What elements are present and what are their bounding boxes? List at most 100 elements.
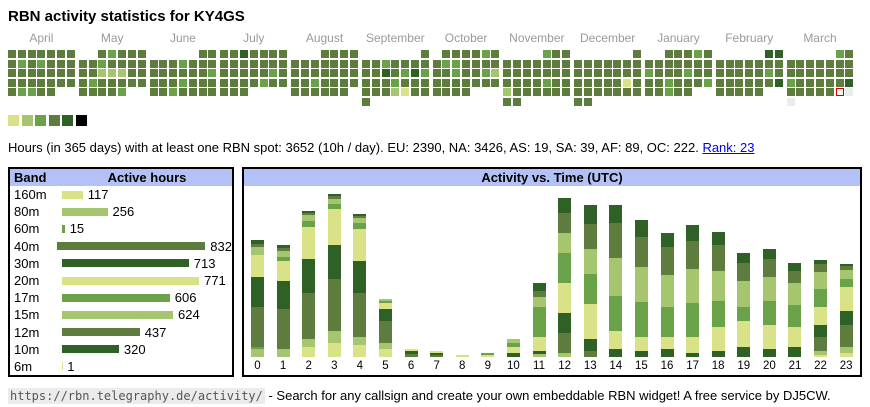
calendar-day-cell [462,88,471,96]
calendar-day-cell [806,69,815,77]
calendar-day-cell [835,50,844,58]
calendar-day-cell [371,88,380,96]
calendar-day-cell [796,69,805,77]
calendar-day-spacer [372,50,380,58]
time-chart-hour-label: 11 [533,360,545,373]
time-chart-bar-segment-17m [353,223,367,230]
time-chart-bar-segment-40m [302,293,316,340]
time-chart-bar-segment-10m [737,253,751,264]
time-chart-bar-segment-60m [251,347,264,350]
calendar-day-cell [291,69,300,77]
time-chart-bar-segment-20m [404,349,418,352]
calendar-day-spacer [574,50,582,58]
calendar-day-cell [320,78,329,87]
calendar-day-cell [149,88,158,96]
time-chart-bar-stack [481,353,495,358]
calendar-day-cell [361,59,370,68]
time-chart-bar-stack [686,225,700,358]
calendar-day-cell [542,50,551,58]
time-chart-bar-segment-30m [327,245,341,280]
calendar-day-cell [178,69,187,77]
time-chart-bar-segment-30m [634,351,648,358]
time-chart-bar-segment-15m [558,233,572,254]
calendar-day-cell [774,50,783,58]
calendar-day-cell [159,59,168,68]
time-chart-bar-segment-160m [378,349,392,358]
calendar-day-spacer [726,50,734,58]
time-chart-bar-segment-17m [762,301,776,326]
time-chart-bar-segment-30m [532,351,546,355]
time-chart-bar-segment-40m [430,355,444,358]
calendar-day-cell [108,78,117,87]
calendar-day-cell [623,88,632,96]
calendar-day-cell [78,88,87,96]
calendar-day-cell [735,78,744,87]
calendar-day-cell [178,59,187,68]
rank-link[interactable]: Rank: 23 [702,140,755,155]
calendar-day-cell [420,78,429,87]
time-chart-bar-segment-10m [302,211,316,214]
calendar-day-cell [208,59,217,68]
calendar-day-cell [127,78,136,87]
calendar-day-cell [584,59,593,68]
band-hours-value: 771 [204,273,226,289]
calendar-day-cell [633,78,642,87]
calendar-day-cell [513,78,522,87]
time-chart-bar-segment-40m [814,337,828,352]
calendar-day-cell [633,69,642,77]
calendar-day-cell [269,69,278,77]
calendar-day-cell [27,59,36,68]
calendar-day-cell [491,50,500,58]
time-chart-bar-stack [430,351,444,358]
time-chart-bar-segment-30m [302,259,316,294]
active-hours-column-header: Active hours [107,170,187,185]
band-label: 17m [14,290,40,306]
calendar-day-cell [249,78,258,87]
time-chart-bar-column: 1 [276,245,290,373]
calendar-day-cell [574,78,583,87]
calendar-day-spacer [523,50,531,58]
calendar-day-spacer [735,50,743,58]
time-chart-bar-segment-20m [481,355,495,358]
calendar-day-cell [198,69,207,77]
calendar-day-cell [230,69,239,77]
calendar-day-cell [279,69,288,77]
time-chart-bar-segment-30m [378,309,392,322]
time-chart-bar-stack [558,198,572,358]
time-chart-hour-label: 15 [635,360,648,373]
footer: https://rbn.telegraphy.de/activity/ - Se… [8,388,862,405]
time-chart-bar-segment-30m [251,277,264,308]
band-hours-value: 117 [87,187,109,203]
calendar-day-cell [117,69,126,77]
time-chart-bar-stack [634,220,648,358]
calendar-day-cell [98,50,107,58]
band-table-row: 80m 256 [10,203,232,220]
calendar-day-cell [420,69,429,77]
calendar-day-cell [340,50,349,58]
band-table-row: 40m 832 [10,238,232,255]
calendar-day-cell [452,59,461,68]
calendar-day-cell [391,69,400,77]
calendar-day-cell [764,59,773,68]
calendar-day-cell [320,88,329,96]
calendar-day-spacer [787,50,795,58]
time-chart-bar-segment-17m [302,221,316,228]
calendar-day-cell [755,59,763,68]
legend-swatch [21,115,33,126]
band-table-row: 60m 15 [10,220,232,237]
calendar-day-cell [481,50,490,58]
calendar-day-cell [623,59,632,68]
calendar-day-cell [208,69,217,77]
band-bar [57,242,206,251]
calendar-day-cell [432,88,441,96]
time-chart-bar-segment-17m [660,307,674,338]
calendar-day-cell [786,78,795,87]
time-chart-bar-segment-160m [814,355,828,358]
calendar-day-cell [735,59,744,68]
calendar-day-cell [623,69,632,77]
calendar-day-cell [291,59,300,68]
time-chart-bar-column: 7 [430,351,444,373]
calendar-day-cell [8,78,16,87]
band-hours-value: 713 [193,255,216,271]
time-chart-bar-segment-30m [506,353,520,358]
